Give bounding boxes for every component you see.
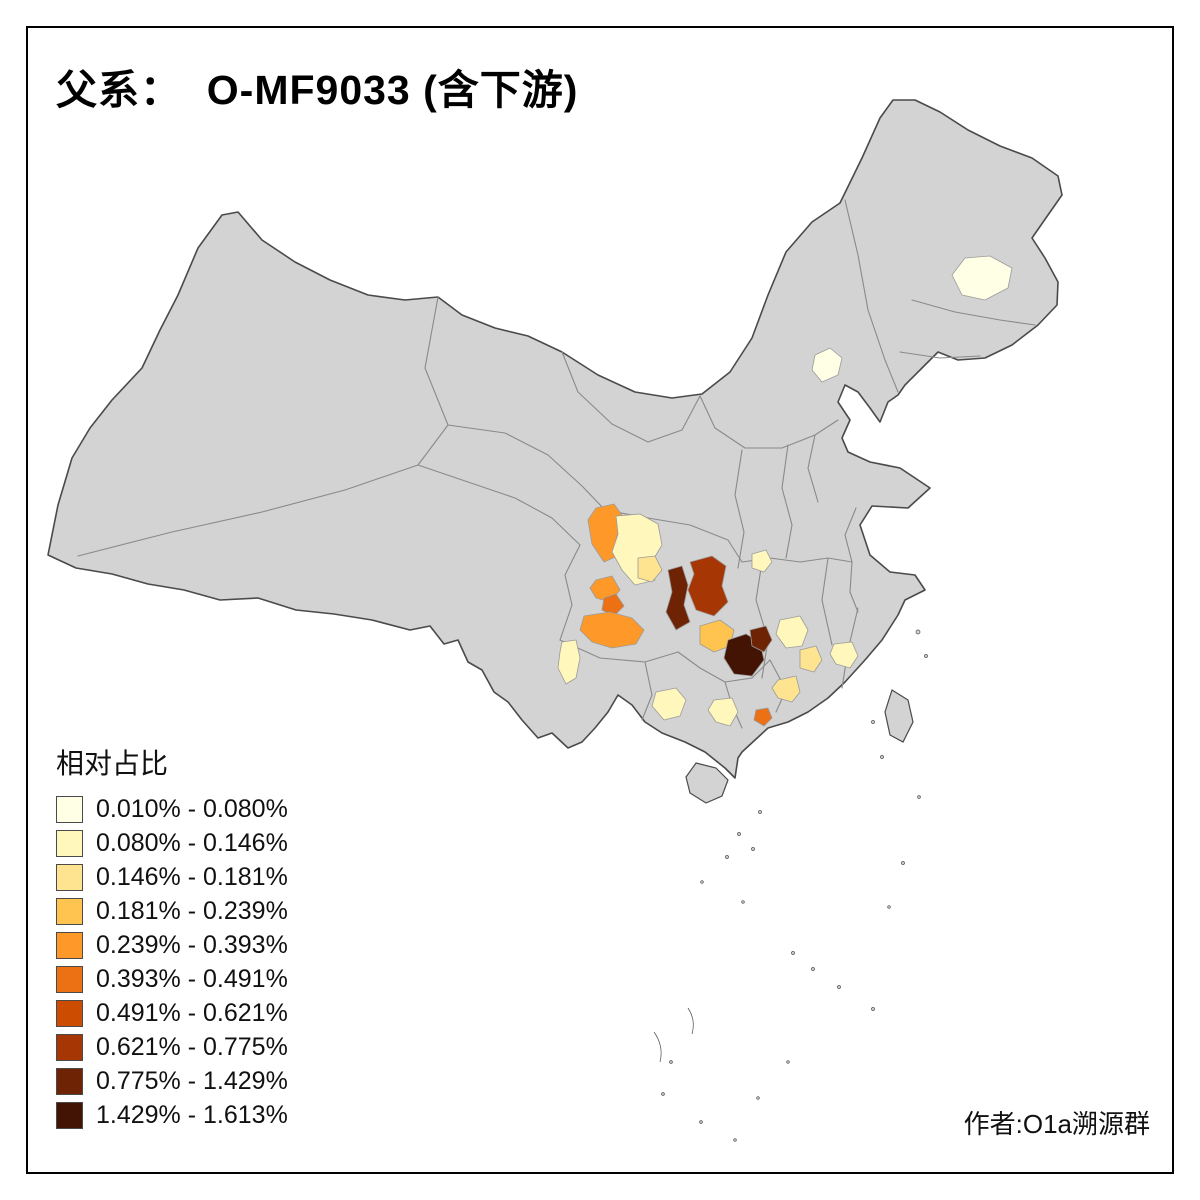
colored-prefecture — [753, 707, 773, 727]
legend-swatch — [56, 1068, 83, 1095]
legend-item: 1.429% - 1.613% — [56, 1101, 288, 1129]
south-china-sea-islands — [653, 629, 928, 1142]
legend-item: 0.775% - 1.429% — [56, 1067, 288, 1095]
legend-label: 0.146% - 0.181% — [96, 863, 288, 891]
legend-item: 0.010% - 0.080% — [56, 795, 288, 823]
mainland-landmass — [47, 99, 1063, 779]
colored-prefecture — [775, 615, 809, 649]
legend-swatch — [56, 830, 83, 857]
legend-item: 0.621% - 0.775% — [56, 1033, 288, 1061]
colored-prefecture — [579, 611, 645, 649]
legend-swatch — [56, 966, 83, 993]
taiwan-island — [884, 689, 914, 743]
colored-prefecture — [557, 639, 581, 685]
legend-label: 0.239% - 0.393% — [96, 931, 288, 959]
legend-label: 0.775% - 1.429% — [96, 1067, 288, 1095]
map-title: 父系： O-MF9033 (含下游) — [56, 67, 579, 113]
legend-swatch — [56, 898, 83, 925]
legend-label: 0.080% - 0.146% — [96, 829, 288, 857]
legend-title: 相对占比 — [56, 748, 169, 779]
colored-prefecture — [687, 555, 729, 617]
legend-label: 0.010% - 0.080% — [96, 795, 288, 823]
legend-swatch — [56, 932, 83, 959]
colored-prefecture — [707, 697, 739, 727]
legend-label: 0.621% - 0.775% — [96, 1033, 288, 1061]
hainan-island — [685, 762, 729, 804]
legend-label: 1.429% - 1.613% — [96, 1101, 288, 1129]
islands — [685, 689, 914, 804]
legend-swatch — [56, 864, 83, 891]
province-borders — [77, 199, 1036, 729]
legend-label: 0.181% - 0.239% — [96, 897, 288, 925]
legend-item: 0.146% - 0.181% — [56, 863, 288, 891]
legend-item: 0.491% - 0.621% — [56, 999, 288, 1027]
colored-prefecture — [665, 565, 691, 631]
legend-swatch — [56, 796, 83, 823]
china-outline — [47, 99, 1063, 779]
legend-swatch — [56, 1034, 83, 1061]
colored-prefecture — [751, 549, 773, 573]
legend: 相对占比 0.010% - 0.080% 0.080% - 0.146% 0.1… — [56, 742, 288, 1136]
legend-item: 0.181% - 0.239% — [56, 897, 288, 925]
legend-swatch — [56, 1102, 83, 1129]
attribution: 作者:O1a溯源群 — [963, 1109, 1150, 1139]
colored-prefecture — [829, 641, 859, 669]
colored-prefecture — [771, 675, 801, 703]
colored-prefecture — [651, 687, 687, 721]
colored-prefecture — [637, 555, 663, 583]
colored-prefecture — [811, 347, 843, 383]
legend-label: 0.393% - 0.491% — [96, 965, 288, 993]
legend-item: 0.080% - 0.146% — [56, 829, 288, 857]
legend-swatch — [56, 1000, 83, 1027]
colored-prefecture — [799, 645, 823, 673]
legend-item: 0.393% - 0.491% — [56, 965, 288, 993]
colored-prefecture — [951, 255, 1013, 301]
legend-item: 0.239% - 0.393% — [56, 931, 288, 959]
colored-prefecture — [749, 625, 773, 653]
legend-label: 0.491% - 0.621% — [96, 999, 288, 1027]
colored-prefecture — [601, 593, 625, 617]
colored-prefectures — [557, 255, 1013, 727]
